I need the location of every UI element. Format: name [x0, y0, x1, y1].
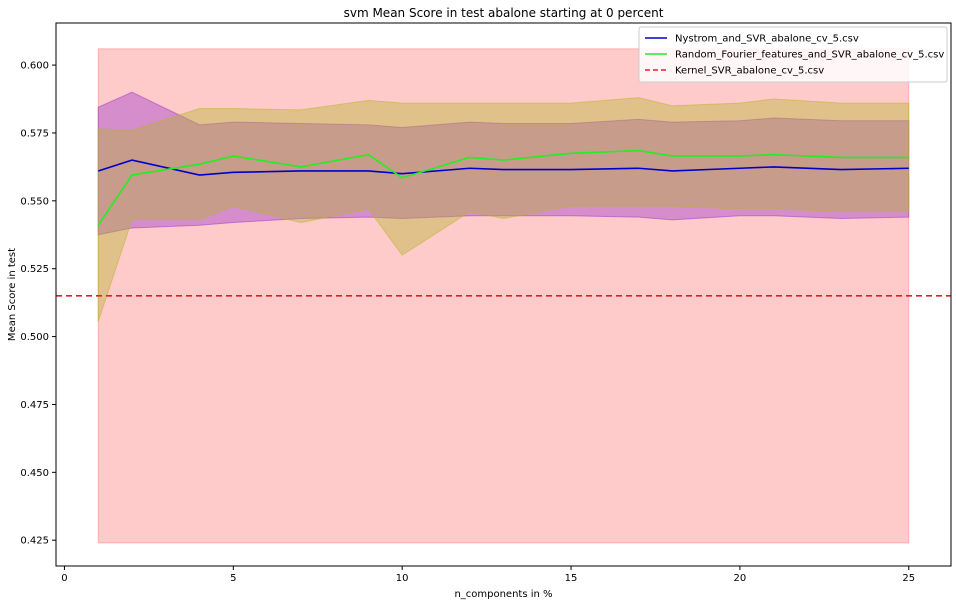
y-axis-ticks: 0.425 0.450 0.475 0.500 0.525 0.550 0.575 0.600 — [20, 61, 56, 547]
y-tick-label: 0.500 — [20, 332, 49, 343]
x-tick-label: 10 — [396, 573, 409, 584]
y-tick-label: 0.450 — [20, 468, 49, 479]
y-tick-label: 0.525 — [20, 264, 49, 275]
confidence-bands — [97, 48, 910, 544]
y-tick-label: 0.550 — [20, 196, 49, 207]
x-tick-label: 0 — [61, 573, 67, 584]
x-tick-label: 25 — [902, 573, 915, 584]
x-axis-label: n_components in % — [454, 589, 552, 600]
x-tick-label: 20 — [734, 573, 747, 584]
legend-box — [638, 26, 948, 83]
series-lines — [56, 149, 951, 297]
y-tick-label: 0.600 — [20, 61, 49, 72]
series-line-1 — [97, 149, 909, 226]
legend-label-2: Kernel_SVR_abalone_cv_5.csv — [675, 66, 824, 77]
band-1 — [97, 97, 910, 322]
x-tick-label: 5 — [230, 573, 236, 584]
y-tick-label: 0.575 — [20, 128, 49, 139]
legend-label-0: Nystrom_and_SVR_abalone_cv_5.csv — [675, 34, 859, 45]
legend: Nystrom_and_SVR_abalone_cv_5.csv Random_F… — [638, 26, 948, 83]
x-axis-ticks: 0 5 10 15 20 25 — [61, 566, 915, 584]
x-tick-label: 15 — [565, 573, 578, 584]
y-tick-label: 0.475 — [20, 400, 49, 411]
y-tick-label: 0.425 — [20, 536, 49, 547]
plot-frame — [55, 22, 952, 567]
chart-title: svm Mean Score in test abalone starting … — [344, 6, 664, 20]
y-axis-label: Mean Score in test — [7, 248, 18, 341]
series-line-0 — [97, 159, 909, 176]
legend-label-1: Random_Fourier_features_and_SVR_abalone_… — [675, 50, 944, 61]
band-2 — [97, 48, 910, 544]
